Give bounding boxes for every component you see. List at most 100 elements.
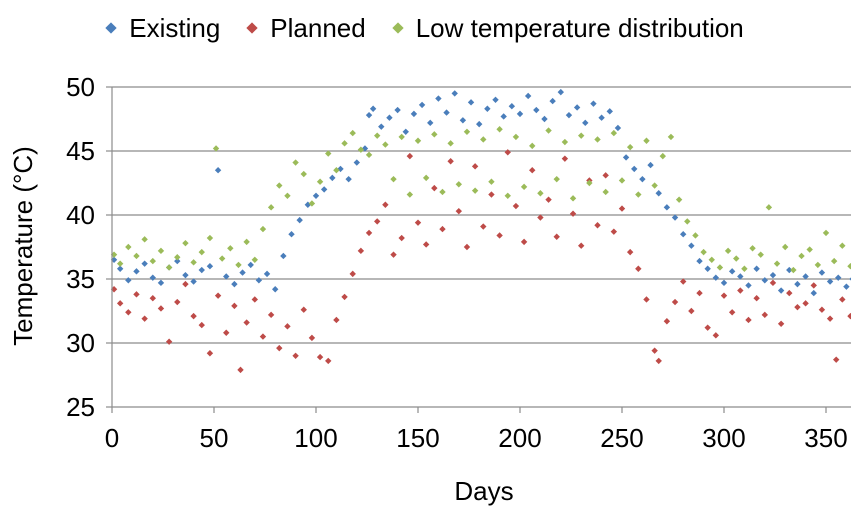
data-point-0-80 xyxy=(753,265,760,272)
data-point-1-29 xyxy=(341,293,348,301)
data-point-2-54 xyxy=(545,127,552,134)
data-point-0-12 xyxy=(206,263,214,270)
data-point-0-17 xyxy=(247,261,254,269)
data-point-1-82 xyxy=(769,279,777,287)
data-point-2-81 xyxy=(765,204,773,211)
data-point-0-50 xyxy=(508,103,516,110)
data-point-0-19 xyxy=(263,270,271,278)
data-point-1-10 xyxy=(190,312,197,320)
data-point-1-4 xyxy=(141,315,148,322)
data-point-2-67 xyxy=(651,182,658,189)
data-point-2-83 xyxy=(782,243,789,251)
data-point-0-89 xyxy=(826,278,834,285)
data-point-0-8 xyxy=(174,257,181,265)
data-point-2-25 xyxy=(308,200,316,207)
data-point-1-76 xyxy=(720,292,728,299)
data-point-0-39 xyxy=(418,101,426,109)
data-point-1-1 xyxy=(116,300,124,307)
data-point-2-34 xyxy=(382,141,389,148)
data-point-1-57 xyxy=(569,210,577,217)
data-point-1-17 xyxy=(243,319,250,326)
y-tick-label-40: 40 xyxy=(66,200,95,230)
data-point-0-16 xyxy=(239,269,246,276)
data-point-1-80 xyxy=(753,295,760,302)
data-point-2-75 xyxy=(716,264,724,271)
data-point-1-87 xyxy=(810,282,817,289)
data-point-0-3 xyxy=(133,268,140,275)
data-point-1-79 xyxy=(745,316,752,324)
data-point-1-35 xyxy=(390,251,397,258)
data-point-2-9 xyxy=(182,239,189,247)
data-point-0-88 xyxy=(818,269,826,276)
data-point-1-22 xyxy=(284,323,291,330)
data-point-2-20 xyxy=(267,204,275,211)
data-point-2-11 xyxy=(198,248,205,256)
data-point-2-33 xyxy=(374,132,381,139)
data-point-0-64 xyxy=(622,154,630,161)
data-point-2-41 xyxy=(439,188,446,196)
data-point-2-65 xyxy=(635,191,642,198)
x-tick-label-300: 300 xyxy=(702,423,745,453)
data-point-1-62 xyxy=(610,228,618,235)
data-point-0-66 xyxy=(639,175,646,183)
data-point-2-71 xyxy=(684,218,691,225)
data-point-0-11 xyxy=(198,266,205,274)
data-point-0-35 xyxy=(386,114,393,121)
data-point-0-85 xyxy=(794,280,801,288)
data-point-1-55 xyxy=(553,233,560,240)
data-point-1-38 xyxy=(414,219,422,226)
data-point-0-37 xyxy=(402,128,409,135)
data-point-2-84 xyxy=(790,266,797,274)
data-point-2-46 xyxy=(480,136,487,143)
data-point-1-40 xyxy=(431,184,438,192)
data-point-0-78 xyxy=(737,273,744,280)
data-point-0-82 xyxy=(769,271,777,279)
data-point-2-49 xyxy=(504,192,511,199)
tick-labels: 25 30 35 40 45 50 0 50 100 150 200 250 300 350 xyxy=(66,72,848,453)
data-point-2-38 xyxy=(414,137,422,144)
data-point-1-71 xyxy=(680,278,687,285)
grid-lines xyxy=(112,86,851,344)
data-point-0-83 xyxy=(777,287,785,294)
data-point-2-37 xyxy=(406,191,414,198)
data-point-1-23 xyxy=(292,352,299,359)
data-point-2-63 xyxy=(618,177,626,184)
data-point-0-36 xyxy=(394,106,401,114)
x-tick-label-100: 100 xyxy=(294,423,337,453)
data-point-0-2 xyxy=(125,277,132,284)
data-point-1-19 xyxy=(259,333,267,340)
data-point-1-3 xyxy=(133,291,140,298)
data-point-0-20 xyxy=(272,286,279,293)
data-point-2-50 xyxy=(512,133,520,141)
series-0 xyxy=(110,88,851,297)
data-point-1-39 xyxy=(422,241,430,248)
data-point-2-21 xyxy=(276,182,283,189)
data-point-1-52 xyxy=(529,167,536,174)
data-point-2-5 xyxy=(149,257,156,265)
data-point-1-30 xyxy=(349,270,356,278)
data-point-0-58 xyxy=(573,104,581,111)
x-tick-label-150: 150 xyxy=(396,423,439,453)
y-tick-label-30: 30 xyxy=(66,328,95,358)
data-point-2-64 xyxy=(626,143,634,151)
data-point-2-45 xyxy=(471,187,479,194)
data-point-1-25 xyxy=(308,334,316,342)
data-point-0-75 xyxy=(712,274,720,281)
data-point-0-53 xyxy=(533,106,540,114)
data-point-1-91 xyxy=(839,296,846,303)
data-point-2-39 xyxy=(422,174,430,182)
data-point-2-87 xyxy=(814,261,822,269)
data-point-2-2 xyxy=(125,243,132,251)
data-point-1-32 xyxy=(365,229,373,237)
data-point-1-36 xyxy=(398,234,405,242)
data-point-0-68 xyxy=(655,190,662,197)
data-point-2-19 xyxy=(259,225,267,233)
data-point-1-86 xyxy=(802,300,809,307)
data-point-0-73 xyxy=(696,257,703,265)
y-tick-label-35: 35 xyxy=(66,264,95,294)
data-point-1-28 xyxy=(333,316,340,324)
data-point-1-51 xyxy=(520,238,528,246)
data-point-0-27 xyxy=(329,174,336,182)
data-point-0-23 xyxy=(296,216,303,224)
